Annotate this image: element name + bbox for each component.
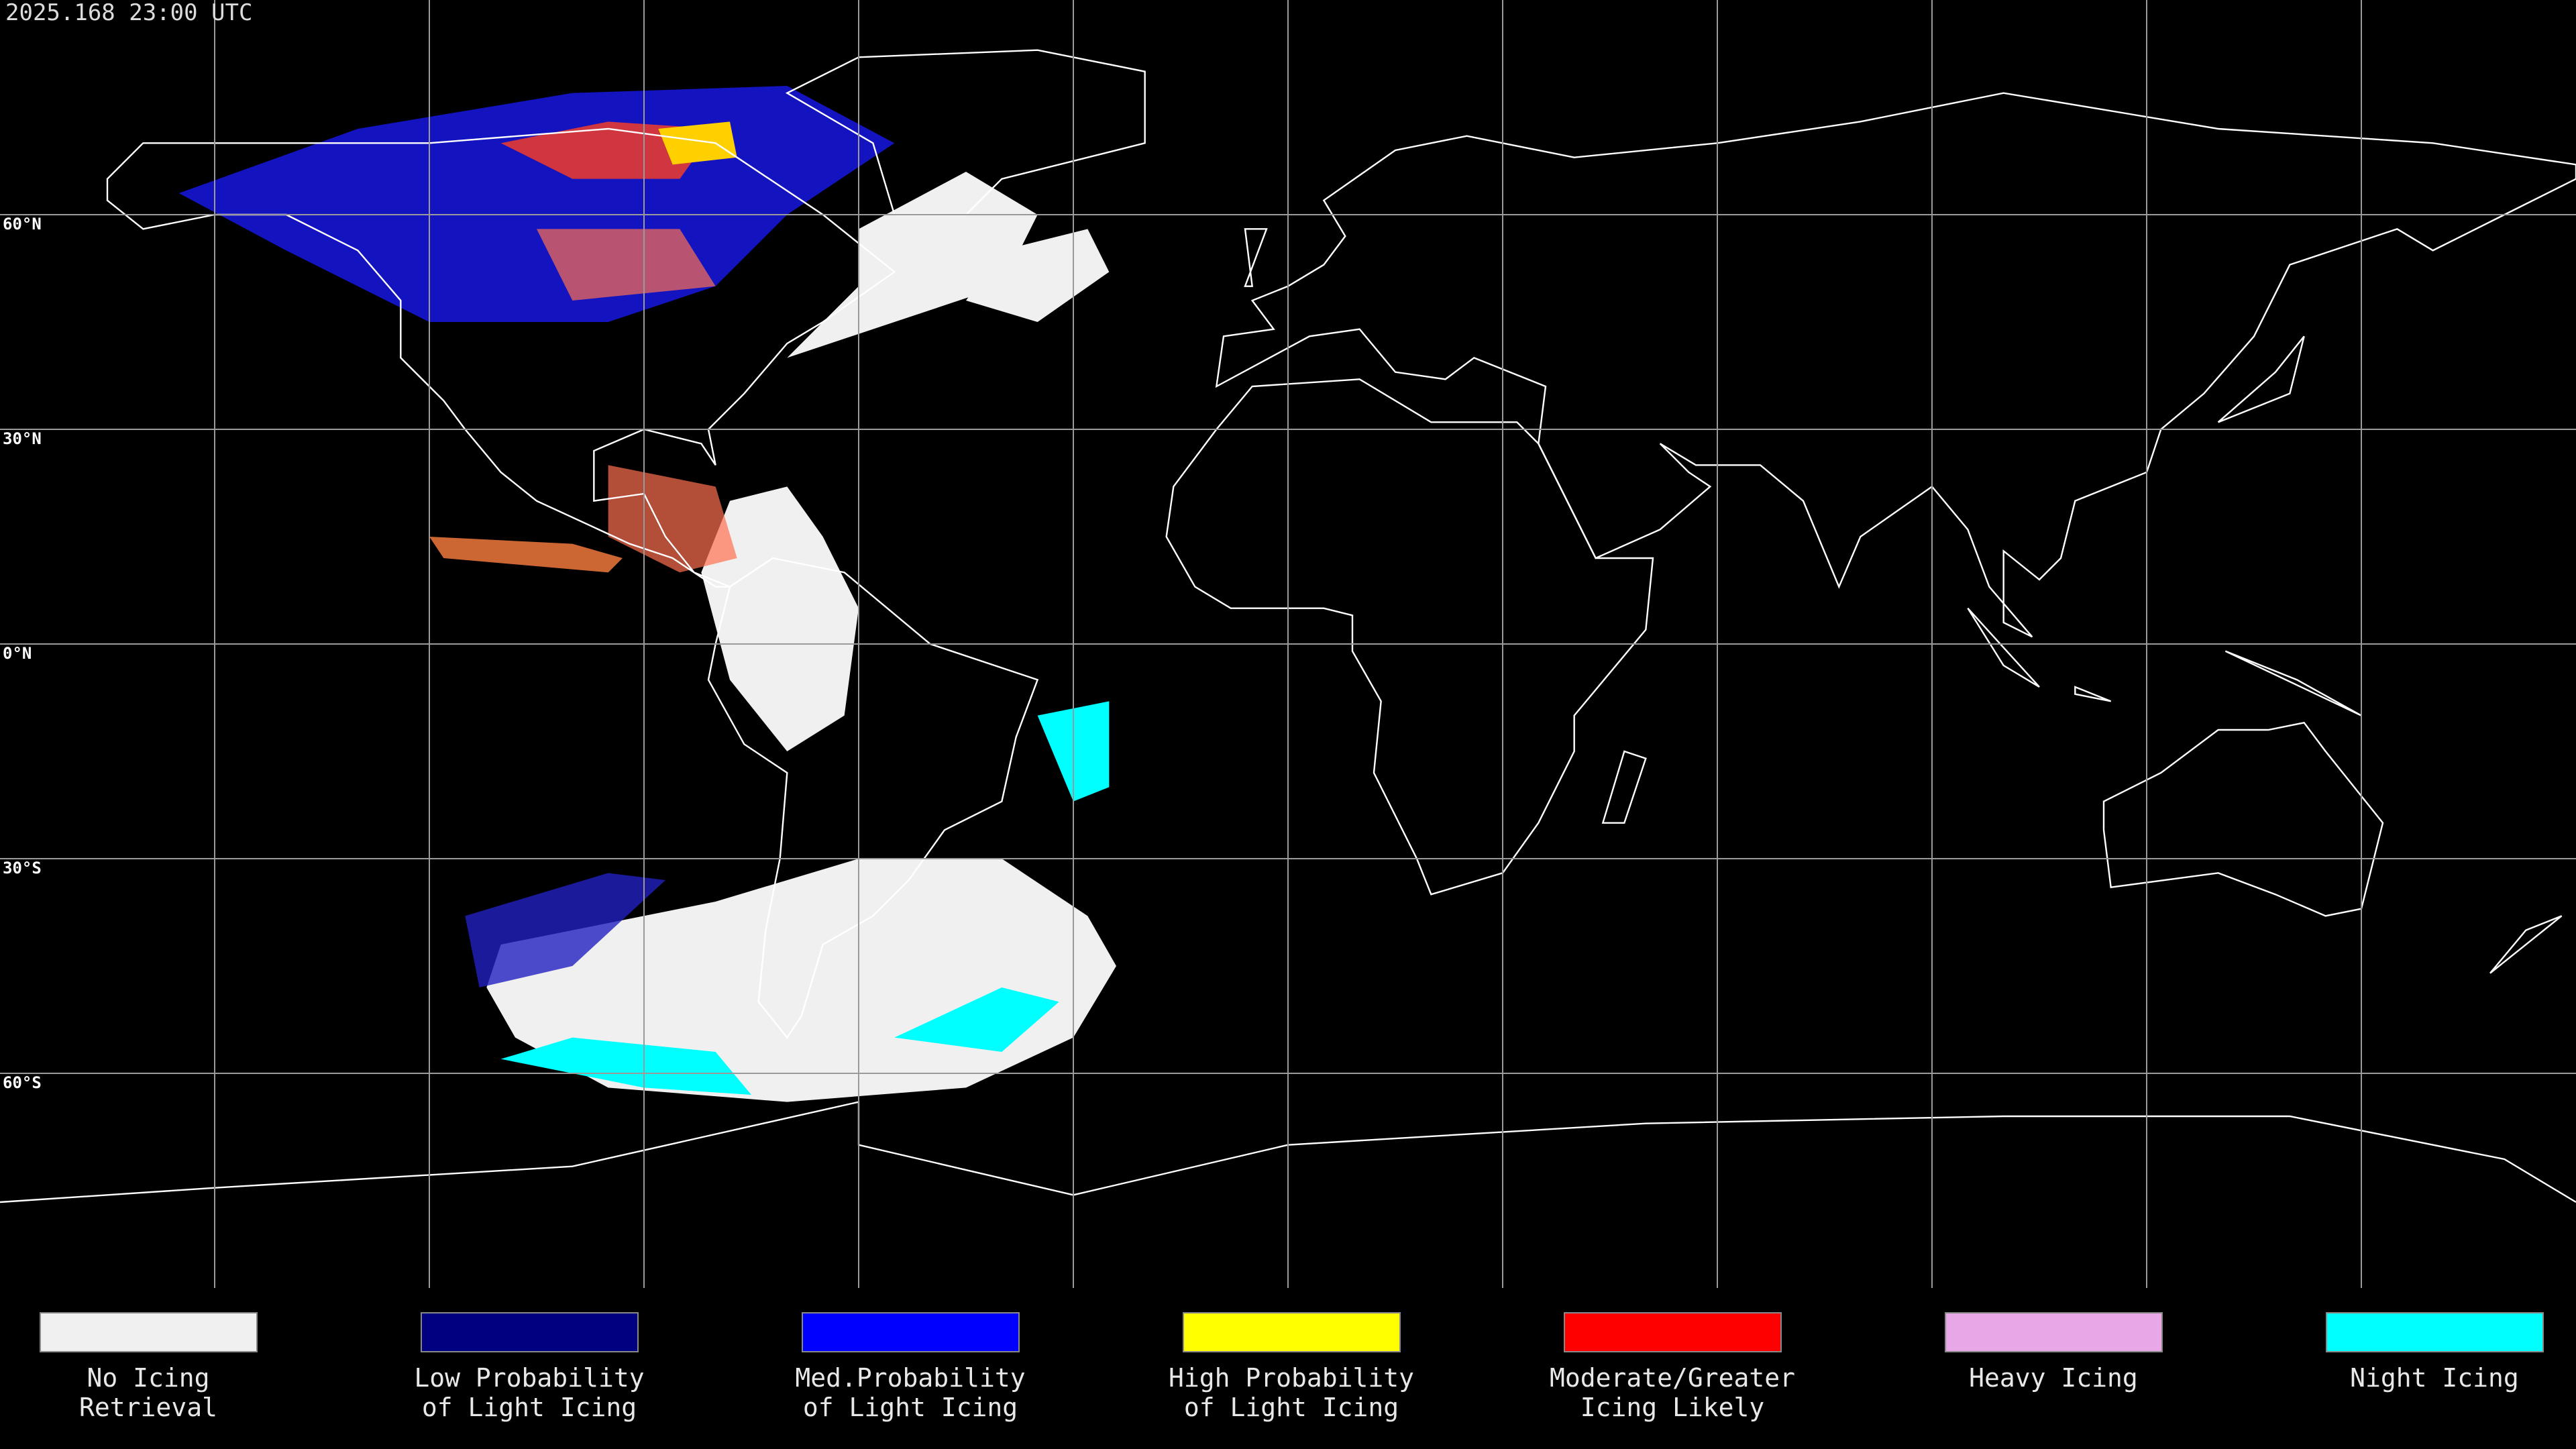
latitude-label: 0°N bbox=[3, 644, 32, 663]
legend-swatch bbox=[2326, 1312, 2544, 1352]
legend-label: of Light Icing bbox=[1184, 1393, 1399, 1422]
legend-swatch bbox=[40, 1312, 258, 1352]
legend-swatch bbox=[421, 1312, 639, 1352]
cloud-no-icing bbox=[701, 486, 859, 752]
legend-label: Moderate/Greater bbox=[1550, 1363, 1795, 1393]
legend-swatch bbox=[1564, 1312, 1782, 1352]
legend-label: of Light Icing bbox=[422, 1393, 637, 1422]
legend-label: Heavy Icing bbox=[1969, 1363, 2138, 1393]
cloud-night-icing bbox=[894, 987, 1059, 1053]
legend-label: Icing Likely bbox=[1580, 1393, 1765, 1422]
icing-moderate bbox=[608, 465, 737, 573]
legend-label: Low Probability bbox=[414, 1363, 644, 1393]
timestamp: 2025.168 23:00 UTC bbox=[5, 0, 252, 26]
legend-swatch bbox=[802, 1312, 1020, 1352]
latitude-label: 60°N bbox=[3, 215, 42, 233]
cloud-night-icing bbox=[500, 1037, 751, 1095]
icing-moderate bbox=[429, 536, 623, 573]
graticule bbox=[0, 0, 2576, 1288]
legend-label: Night Icing bbox=[2350, 1363, 2519, 1393]
icing-moderate bbox=[536, 229, 716, 301]
legend-label: Med.Probability bbox=[795, 1363, 1025, 1393]
latitude-label: 30°S bbox=[3, 859, 42, 877]
legend-swatch bbox=[1183, 1312, 1401, 1352]
legend-label: No Icing bbox=[87, 1363, 209, 1393]
icing-low bbox=[465, 873, 665, 988]
latitude-label: 30°N bbox=[3, 429, 42, 448]
cloud-no-icing bbox=[787, 171, 1038, 358]
latitude-label: 60°S bbox=[3, 1073, 42, 1092]
legend-label: of Light Icing bbox=[803, 1393, 1018, 1422]
icing-high bbox=[658, 121, 737, 165]
legend-label: Retrieval bbox=[79, 1393, 217, 1422]
latitude-labels: 60°N 30°N 0°N 30°S 60°S bbox=[3, 215, 42, 1092]
legend-label: High Probability bbox=[1169, 1363, 1414, 1393]
coastlines bbox=[0, 50, 2576, 1202]
legend-swatch bbox=[1945, 1312, 2163, 1352]
